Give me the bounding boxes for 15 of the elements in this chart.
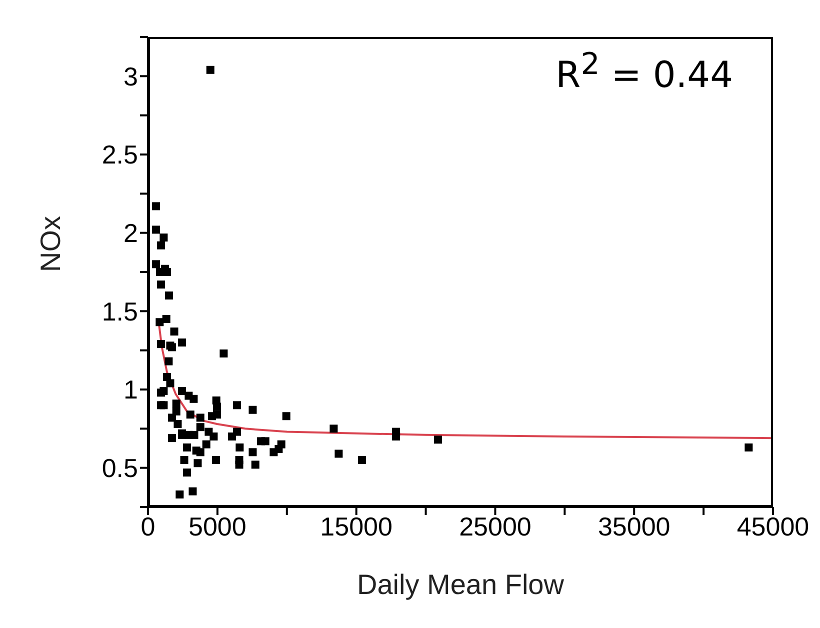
x-tick-label: 45000 (736, 511, 810, 542)
x-tick-label: 25000 (459, 511, 532, 542)
y-tick-label: 2.5 (102, 140, 138, 170)
x-axis-title: Daily Mean Flow (357, 569, 565, 600)
y-tick-label: 1.5 (102, 296, 138, 326)
annotation: R$^{2}$ = 0.44 (556, 47, 733, 96)
y-tick-label: 1 (124, 374, 138, 405)
y-tick-label: 0.5 (102, 453, 138, 484)
x-tick-label: 15000 (320, 511, 392, 542)
x-tick-label: 0 (140, 511, 156, 542)
y-tick-label: 3 (124, 61, 138, 92)
x-tick-label: 35000 (598, 511, 670, 542)
x-tick-label: 5000 (188, 511, 246, 542)
y-axis-title: NOx (34, 216, 66, 272)
y-tick-label: 2 (124, 218, 138, 248)
